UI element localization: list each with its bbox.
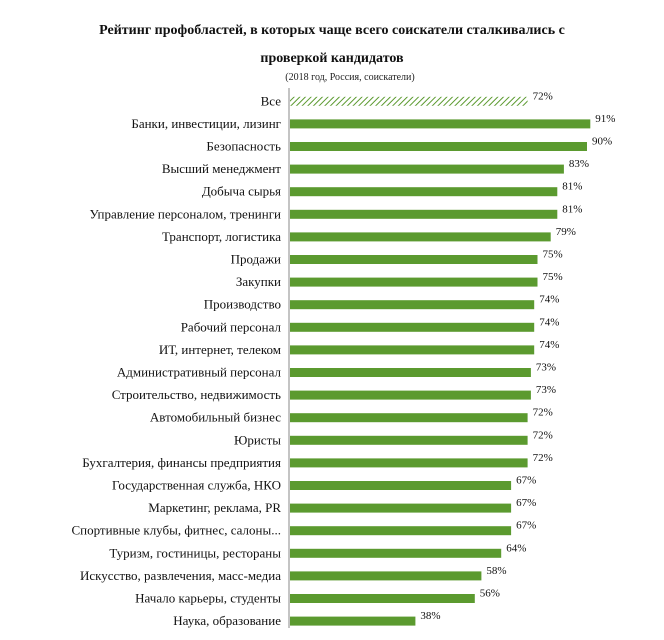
value-label: 81% [562, 181, 582, 193]
category-label: Маркетинг, реклама, PR [148, 500, 281, 515]
bar [290, 345, 535, 355]
bar [290, 616, 416, 626]
bar [290, 142, 587, 151]
category-label: Производство [204, 297, 281, 312]
value-label: 90% [592, 136, 612, 148]
value-label: 75% [543, 249, 563, 261]
bar [290, 594, 475, 603]
value-label: 72% [533, 90, 553, 102]
bars-group: Все 72% Банки, инвестиции, лизинг 91% Безопа… [71, 90, 615, 628]
value-label: 74% [539, 294, 559, 306]
category-label: Транспорт, логистика [162, 229, 281, 244]
value-label: 91% [595, 113, 615, 125]
bar [290, 300, 535, 310]
value-label: 74% [539, 316, 559, 328]
category-label: Рабочий персонал [181, 319, 282, 334]
category-label: Юристы [234, 432, 281, 447]
value-label: 67% [516, 475, 536, 487]
category-label: Закупки [236, 274, 281, 289]
value-label: 38% [420, 610, 440, 622]
value-label: 67% [516, 520, 536, 532]
category-label: Управление персоналом, тренинги [89, 206, 281, 221]
value-label: 81% [562, 203, 582, 215]
category-label: Наука, образование [173, 613, 281, 628]
bar [290, 481, 512, 490]
bar [290, 571, 482, 581]
chart-title-line2: проверкой кандидатов [260, 51, 404, 66]
category-label: Высший менеджмент [162, 161, 281, 176]
category-label: Банки, инвестиции, лизинг [131, 116, 281, 131]
bar [290, 164, 564, 174]
category-label: Безопасность [206, 139, 281, 154]
bar [290, 503, 512, 513]
category-label: Все [261, 93, 282, 108]
bar [290, 232, 551, 242]
bar [290, 458, 528, 468]
category-label: Спортивные клубы, фитнес, салоны... [71, 523, 281, 538]
value-label: 64% [506, 542, 526, 554]
value-label: 74% [539, 339, 559, 351]
category-label: Начало карьеры, студенты [135, 591, 281, 606]
bar [290, 96, 528, 106]
bar [290, 368, 531, 377]
bar [290, 390, 531, 400]
bar [290, 277, 538, 287]
category-label: Государственная служба, НКО [112, 478, 281, 493]
value-label: 56% [480, 588, 500, 600]
category-label: Искусство, развлечения, масс-медиа [80, 568, 281, 583]
bar [290, 548, 502, 558]
bar [290, 526, 512, 536]
bar [290, 413, 528, 423]
category-label: Туризм, гостиницы, рестораны [109, 545, 281, 560]
bar [290, 322, 535, 332]
bar [290, 209, 558, 219]
value-label: 79% [556, 226, 576, 238]
category-label: Продажи [231, 252, 281, 267]
chart-subtitle: (2018 год, Россия, соискатели) [285, 72, 414, 83]
category-label: Добыча сырья [202, 184, 281, 199]
category-label: Автомобильный бизнес [150, 410, 281, 425]
value-label: 72% [533, 429, 553, 441]
category-label: Бухгалтерия, финансы предприятия [82, 455, 281, 470]
value-label: 72% [533, 407, 553, 419]
value-label: 73% [536, 362, 556, 374]
value-label: 83% [569, 158, 589, 170]
value-label: 75% [543, 271, 563, 283]
category-label: Строительство, недвижимость [112, 387, 281, 402]
value-label: 67% [516, 497, 536, 509]
bar [290, 119, 591, 129]
bar [290, 187, 558, 197]
value-label: 72% [533, 452, 553, 464]
category-label: Административный персонал [117, 365, 282, 380]
value-label: 73% [536, 384, 556, 396]
chart-title: Рейтинг профобластей, в которых чаще все… [99, 23, 565, 38]
bar [290, 435, 528, 445]
bar [290, 255, 538, 264]
category-label: ИТ, интернет, телеком [159, 342, 281, 357]
value-label: 58% [486, 565, 506, 577]
